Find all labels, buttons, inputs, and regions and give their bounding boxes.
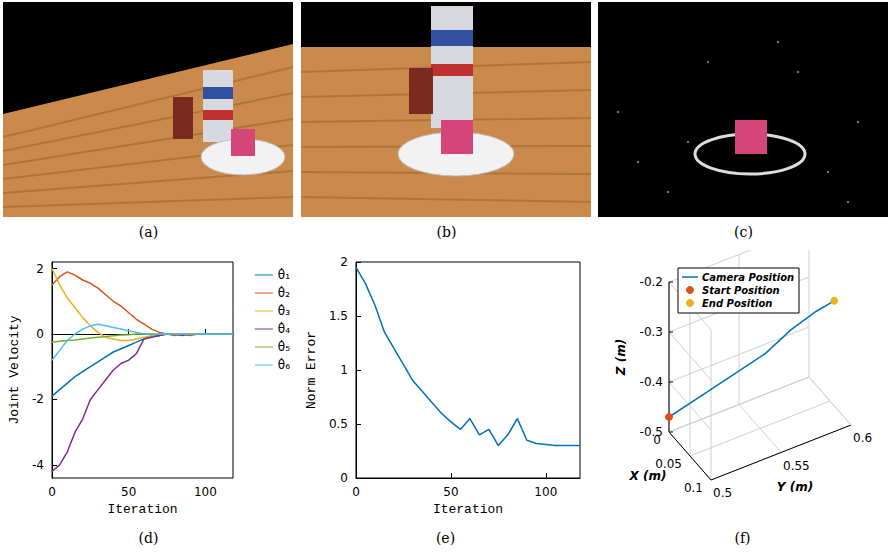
svg-text:100: 100: [534, 485, 557, 499]
svg-text:θ̇₅: θ̇₅: [278, 339, 290, 354]
html-text:(f): (f): [734, 530, 751, 546]
svg-text:Iteration: Iteration: [433, 502, 503, 517]
svg-text:X (m): X (m): [629, 469, 667, 483]
svg-text:2: 2: [340, 255, 348, 269]
html-text:(a): (a): [138, 224, 159, 240]
svg-text:Joint Velocity: Joint Velocity: [7, 315, 22, 424]
svg-text:0: 0: [653, 433, 661, 447]
svg-text:0.1: 0.1: [684, 481, 703, 495]
svg-text:θ̇₃: θ̇₃: [278, 303, 290, 318]
html-text:(c): (c): [734, 224, 753, 240]
svg-text:0: 0: [352, 485, 360, 499]
svg-text:-0.4: -0.4: [640, 375, 663, 389]
svg-text:50: 50: [121, 485, 136, 499]
svg-text:0.5: 0.5: [713, 486, 732, 500]
svg-text:θ̇₁: θ̇₁: [278, 267, 290, 282]
svg-text:0: 0: [36, 327, 44, 341]
svg-text:-0.3: -0.3: [640, 325, 663, 339]
svg-text:0.05: 0.05: [655, 457, 682, 471]
html-text:(e): (e): [435, 530, 456, 546]
svg-text:50: 50: [443, 485, 458, 499]
svg-text:0: 0: [340, 471, 348, 485]
svg-text:Camera Position: Camera Position: [702, 272, 794, 283]
svg-text:-4: -4: [32, 458, 44, 472]
svg-text:-0.5: -0.5: [639, 425, 663, 439]
svg-text:0: 0: [48, 485, 56, 499]
svg-text:-2: -2: [32, 392, 44, 406]
svg-text:Iteration: Iteration: [107, 502, 177, 517]
svg-text:100: 100: [194, 485, 217, 499]
svg-text:1.5: 1.5: [329, 309, 348, 323]
svg-text:Start Position: Start Position: [702, 285, 780, 296]
svg-text:1: 1: [340, 363, 348, 377]
html-text:(d): (d): [138, 530, 159, 546]
svg-text:θ̇₆: θ̇₆: [278, 357, 290, 372]
svg-text:0.55: 0.55: [783, 459, 810, 473]
svg-text:θ̇₂: θ̇₂: [278, 285, 290, 300]
svg-text:0.5: 0.5: [329, 417, 348, 431]
svg-text:End Position: End Position: [702, 298, 772, 309]
svg-text:-0.2: -0.2: [640, 275, 663, 289]
svg-text:Norm Error: Norm Error: [304, 331, 319, 409]
svg-text:θ̇₄: θ̇₄: [278, 321, 290, 336]
svg-text:Y (m): Y (m): [777, 480, 813, 494]
html-text:(b): (b): [436, 224, 457, 240]
svg-text:2: 2: [36, 262, 44, 276]
svg-text:0.6: 0.6: [853, 431, 872, 445]
svg-text:Z (m): Z (m): [614, 339, 628, 376]
